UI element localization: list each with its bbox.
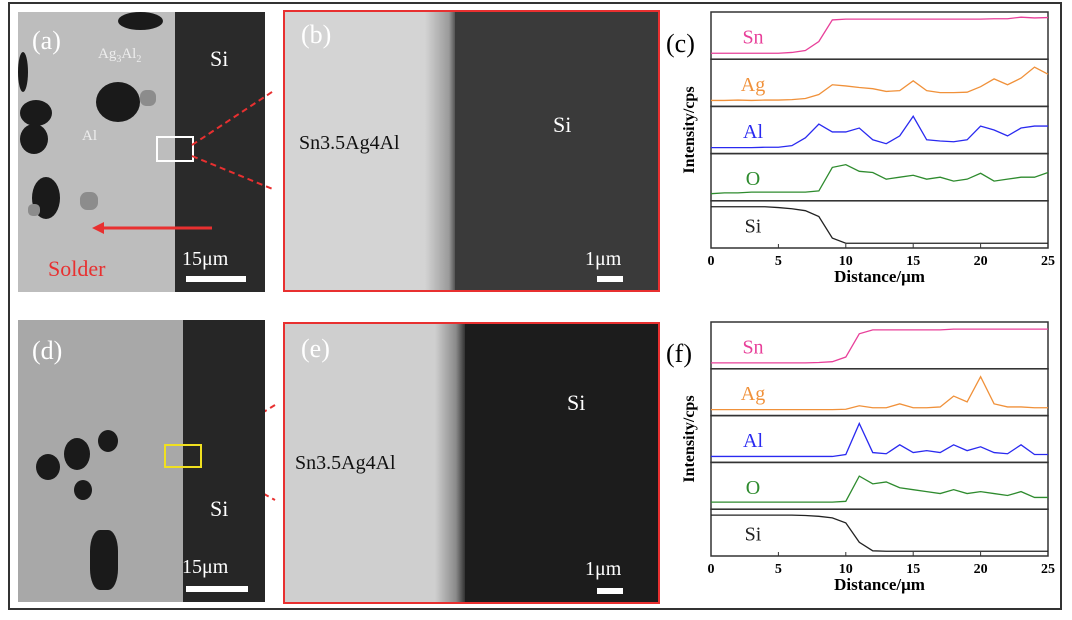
- alloy-label: Sn3.5Ag4Al: [295, 452, 396, 474]
- scale-bar: [597, 588, 623, 594]
- zoom-box: [164, 444, 202, 468]
- strip-O: [710, 152, 1049, 202]
- si-label: Si: [210, 496, 229, 521]
- si-label: Si: [567, 390, 586, 415]
- x-tick-label: 15: [906, 254, 920, 269]
- ag3al2-particle: [28, 204, 40, 216]
- sem-image-a: (a) Ag3Al2 Al Si Solder 15μm: [18, 12, 265, 292]
- series-line-Sn: [711, 328, 1048, 364]
- silicon-region: [455, 12, 658, 290]
- series-line-Al: [711, 421, 1048, 458]
- x-tick-label: 0: [708, 254, 715, 269]
- al-particle: [74, 480, 92, 500]
- series-label-Al: Al: [743, 430, 763, 452]
- solder-label: Solder: [48, 256, 106, 281]
- panel-label-a: (a): [32, 26, 61, 55]
- scale-bar-label: 15μm: [182, 556, 229, 578]
- arrow-head: [92, 222, 104, 234]
- line-scan-chart-f: Sn Ag Al O Si 0 5 10 15 20 25 Distance/μm Intensity/…: [666, 321, 1055, 594]
- al-particle: [18, 52, 28, 92]
- panel-label: (c): [666, 29, 695, 58]
- line-scan-chart-c: Sn Ag Al O Si 0 5 10 15 20 25 Distance/μm Intensity/…: [666, 11, 1055, 286]
- al-particle: [20, 100, 52, 126]
- panel-label-b: (b): [301, 20, 332, 49]
- scale-bar: [597, 276, 623, 282]
- series-line-Ag: [711, 66, 1049, 102]
- zoom-line: [191, 89, 276, 146]
- y-axis-label: Intensity/cps: [681, 86, 698, 173]
- series-line-Si: [711, 514, 1048, 552]
- zoom-line: [191, 155, 276, 191]
- al-particle: [90, 530, 118, 590]
- sem-image-d: (d) Si 15μm: [18, 320, 265, 602]
- scale-bar: [186, 586, 248, 592]
- x-axis-label: Distance/μm: [834, 575, 925, 594]
- x-tick-label: 25: [1041, 562, 1055, 577]
- series-label-Ag: Ag: [741, 383, 765, 405]
- series-label-Sn: Sn: [742, 336, 763, 358]
- al-particle: [36, 454, 60, 480]
- x-axis-label: Distance/μm: [834, 267, 925, 286]
- series-line-Si: [711, 206, 1048, 244]
- strip-Si: [710, 508, 1049, 557]
- series-line-Al: [711, 115, 1048, 149]
- al-particle: [96, 82, 140, 122]
- phase-label-ag3al2: Ag3Al2: [98, 46, 141, 65]
- silicon-region: [175, 12, 265, 292]
- si-label: Si: [210, 46, 229, 71]
- series-label-Al: Al: [743, 121, 763, 143]
- t: 2: [136, 54, 142, 65]
- sem-image-b: (b) Sn3.5Ag4Al Si 1μm: [283, 10, 660, 292]
- al-particle: [98, 430, 118, 452]
- x-tick-label: 5: [775, 254, 782, 269]
- series-line-O: [710, 163, 1049, 195]
- series-label-Si: Si: [745, 524, 762, 546]
- silicon-region: [465, 324, 658, 602]
- panel-label-d: (d): [32, 336, 63, 365]
- scale-bar-label: 1μm: [585, 248, 622, 270]
- zoom-box: [156, 136, 194, 162]
- x-tick-label: 25: [1041, 254, 1055, 269]
- series-line-Sn: [711, 16, 1049, 54]
- t: Ag: [98, 46, 117, 62]
- x-tick-label: 20: [974, 254, 988, 269]
- series-label-O: O: [746, 168, 760, 190]
- x-tick-label: 10: [839, 254, 853, 269]
- ag3al2-particle: [140, 90, 156, 106]
- al-particle: [64, 438, 90, 470]
- panel-label-e: (e): [301, 334, 330, 363]
- al-particle: [20, 124, 48, 154]
- x-tick-label: 10: [839, 562, 853, 577]
- series-label-Sn: Sn: [742, 27, 763, 49]
- y-axis-label: Intensity/cps: [681, 395, 698, 482]
- series-line-O: [711, 475, 1048, 503]
- strip-Si: [710, 200, 1049, 249]
- alloy-label: Sn3.5Ag4Al: [299, 132, 400, 154]
- silicon-region: [183, 320, 265, 602]
- sem-image-e: (e) Sn3.5Ag4Al Si 1μm: [283, 322, 660, 604]
- x-tick-label: 5: [775, 562, 782, 577]
- series-label-Ag: Ag: [741, 74, 765, 96]
- x-tick-label: 20: [974, 562, 988, 577]
- interface-layer: [425, 12, 455, 290]
- t: 3: [116, 54, 122, 65]
- x-tick-label: 15: [906, 562, 920, 577]
- series-line-Ag: [711, 375, 1048, 411]
- ag3al2-particle: [80, 192, 98, 210]
- figure-frame: [8, 2, 1062, 610]
- scale-bar-label: 15μm: [182, 248, 229, 270]
- si-label: Si: [553, 112, 572, 137]
- panel-label: (f): [666, 339, 692, 368]
- scale-bar: [186, 276, 246, 282]
- interface-layer: [435, 324, 465, 602]
- series-label-Si: Si: [745, 215, 762, 237]
- scale-bar-label: 1μm: [585, 558, 622, 580]
- x-tick-label: 0: [708, 562, 715, 577]
- series-label-O: O: [746, 477, 760, 499]
- phase-label-al: Al: [82, 128, 97, 144]
- al-particle: [118, 12, 163, 30]
- t: Al: [121, 46, 137, 62]
